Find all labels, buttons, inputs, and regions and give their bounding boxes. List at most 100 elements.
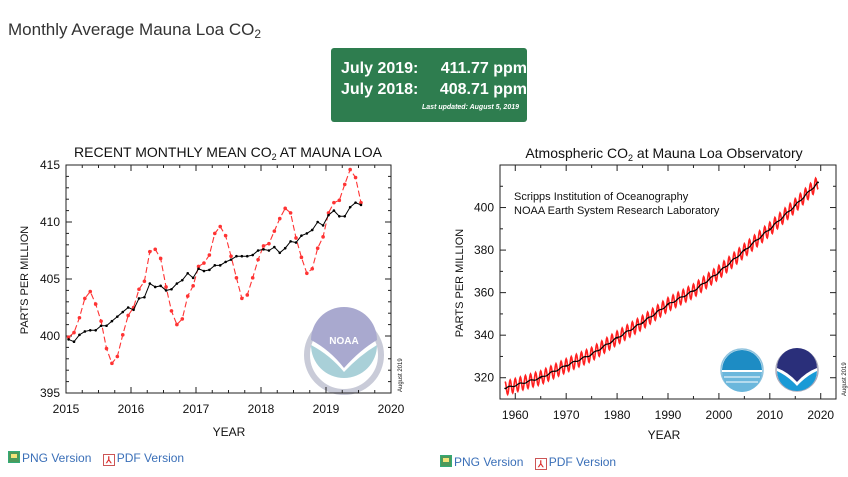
trend-point — [105, 324, 108, 328]
image-icon — [8, 451, 20, 463]
y-tick-label: 400 — [40, 329, 60, 343]
monthly-mean-point — [153, 247, 158, 252]
trend-point — [110, 319, 114, 323]
y-tick-label: 410 — [40, 215, 60, 229]
y-tick-label: 400 — [474, 201, 494, 215]
monthly-mean-point — [245, 293, 250, 297]
pdf-version-link[interactable]: PDF Version — [548, 455, 617, 469]
monthly-mean-point — [256, 257, 260, 262]
monthly-mean-point — [148, 249, 152, 254]
monthly-mean-point — [72, 330, 76, 335]
monthly-mean-point — [305, 271, 309, 276]
trend-point — [159, 284, 162, 288]
x-tick-label: 2018 — [248, 402, 275, 416]
trend-point — [769, 228, 771, 230]
noaa-logo-text: NOAA — [329, 336, 358, 347]
trend-point — [305, 232, 309, 235]
trend-point — [817, 181, 819, 184]
trend-point — [256, 249, 260, 252]
trend-line — [504, 181, 819, 390]
x-tick-label: 2000 — [706, 408, 733, 422]
monthly-mean-point — [142, 279, 147, 284]
x-tick-label: 2017 — [183, 402, 210, 416]
trend-point — [504, 387, 506, 390]
monthly-mean-point — [202, 261, 206, 265]
monthly-mean-point — [175, 322, 179, 327]
trend-point — [278, 251, 282, 255]
trend-point — [692, 290, 695, 292]
trend-point — [218, 264, 222, 267]
trend-point — [208, 268, 211, 272]
trend-point — [794, 204, 797, 207]
x-tick-label: 1960 — [502, 408, 529, 422]
trend-point — [94, 329, 97, 332]
pdf-icon: ⅄ — [102, 454, 115, 466]
y-tick-label: 415 — [40, 158, 60, 172]
y-tick-label: 360 — [474, 286, 494, 300]
trend-point — [240, 254, 244, 258]
monthly-mean-point — [196, 264, 201, 269]
monthly-mean-point — [180, 317, 185, 321]
trend-point — [267, 249, 271, 252]
y-tick-label: 395 — [40, 386, 60, 400]
trend-point — [72, 340, 76, 344]
trend-point — [164, 289, 168, 292]
monthly-mean-point — [169, 309, 174, 313]
trend-point — [186, 272, 190, 275]
trend-point — [354, 201, 357, 204]
trend-point — [273, 245, 276, 249]
recent-co2-chart: RECENT MONTHLY MEAN CO2 AT MAUNA LOA NOA… — [19, 144, 405, 439]
page-title-subscript: 2 — [254, 27, 262, 41]
longterm-co2-chart: Atmospheric CO2 at Mauna Loa Observatory… — [454, 145, 848, 440]
monthly-mean-point — [99, 319, 103, 323]
trend-point — [175, 282, 179, 285]
png-version-link[interactable]: PNG Version — [454, 455, 524, 469]
trend-point — [99, 324, 103, 328]
pdf-version-link[interactable]: PDF Version — [116, 451, 185, 465]
monthly-mean-point — [359, 200, 363, 205]
x-tick-label: 2019 — [313, 402, 340, 416]
co2-summary-box: July 2019: 411.77 ppm July 2018: 408.71 … — [331, 48, 527, 122]
monthly-mean-point — [310, 266, 315, 271]
monthly-mean-point — [348, 167, 352, 172]
pdf-icon: ⅄ — [534, 458, 547, 470]
trend-point — [202, 269, 206, 273]
monthly-mean-point — [321, 235, 325, 239]
monthly-mean-point — [277, 216, 282, 221]
image-icon — [440, 455, 452, 467]
side-note: August 2019 — [398, 358, 404, 392]
trend-point — [743, 249, 746, 252]
png-version-link[interactable]: PNG Version — [22, 451, 92, 465]
trend-point — [338, 215, 341, 218]
monthly-mean-point — [104, 346, 109, 351]
trend-point — [170, 287, 173, 291]
trend-point — [300, 234, 303, 237]
trend-point — [235, 254, 238, 258]
trend-point — [78, 333, 81, 337]
scripps-logo — [720, 348, 764, 392]
left-download-links: PNG Version ⅄ PDF Version — [8, 451, 184, 466]
trend-point — [143, 295, 146, 299]
monthly-mean-point — [272, 229, 277, 233]
monthly-mean-point — [88, 289, 93, 294]
trend-point — [565, 364, 567, 367]
monthly-mean-point — [234, 276, 239, 280]
trend-point — [294, 241, 298, 244]
trend-point — [251, 253, 254, 257]
monthly-mean-point — [191, 284, 195, 288]
trend-point — [321, 224, 325, 227]
monthly-mean-point — [126, 313, 130, 318]
page-title-text: Monthly Average Mauna Loa CO — [8, 20, 255, 39]
y-tick-label: 320 — [474, 371, 494, 385]
monthly-mean-point — [164, 285, 168, 289]
monthly-mean-point — [83, 296, 87, 301]
monthly-mean-point — [218, 224, 223, 229]
trend-point — [289, 240, 292, 243]
monthly-mean-point — [342, 182, 347, 187]
monthly-mean-point — [229, 254, 233, 258]
last-updated: Last updated: August 5, 2019 — [422, 104, 519, 111]
trend-point — [667, 303, 669, 306]
trend-point — [137, 297, 141, 300]
trend-point — [310, 228, 314, 232]
monthly-mean-point — [353, 175, 358, 180]
